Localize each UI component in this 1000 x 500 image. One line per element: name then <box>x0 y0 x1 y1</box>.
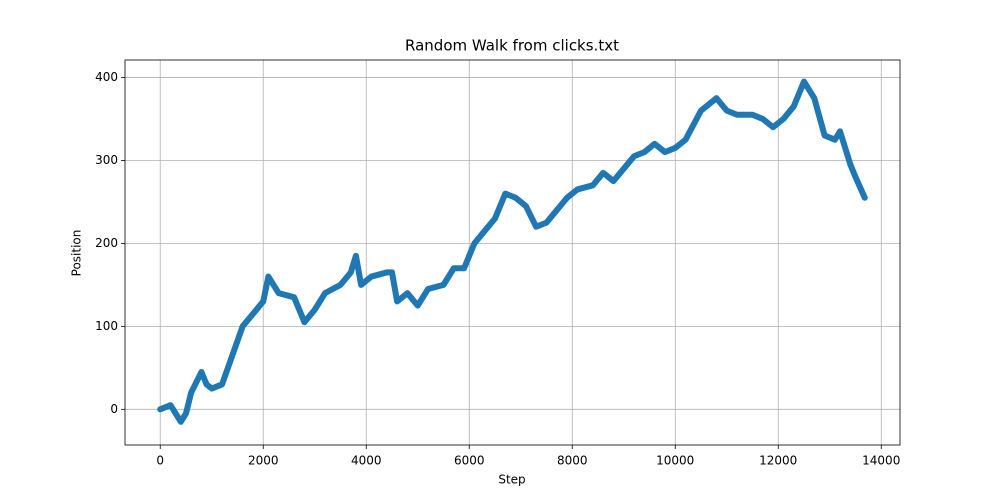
x-tick-label: 14000 <box>862 454 900 468</box>
x-tick-label: 0 <box>156 454 164 468</box>
plot-area: 0 2000 4000 6000 8000 10000 12000 14000 0 100 200 3… <box>95 59 901 468</box>
x-tick-label: 8000 <box>557 454 588 468</box>
x-tick-label: 12000 <box>759 454 797 468</box>
x-tick-label: 2000 <box>248 454 279 468</box>
data-line <box>157 78 868 425</box>
y-tick-label: 200 <box>95 236 118 250</box>
x-tick-label: 4000 <box>351 454 382 468</box>
x-axis-label: Step <box>498 473 525 487</box>
y-tick-label: 0 <box>110 402 118 416</box>
axes-frame <box>124 59 901 446</box>
y-axis-label: Position <box>70 230 84 277</box>
x-tick-label: 10000 <box>656 454 694 468</box>
y-tick-label: 100 <box>95 319 118 333</box>
y-tick-label: 400 <box>95 70 118 84</box>
chart-title: Random Walk from clicks.txt <box>405 37 619 55</box>
y-tick-label: 300 <box>95 153 118 167</box>
x-tick-label: 6000 <box>454 454 485 468</box>
